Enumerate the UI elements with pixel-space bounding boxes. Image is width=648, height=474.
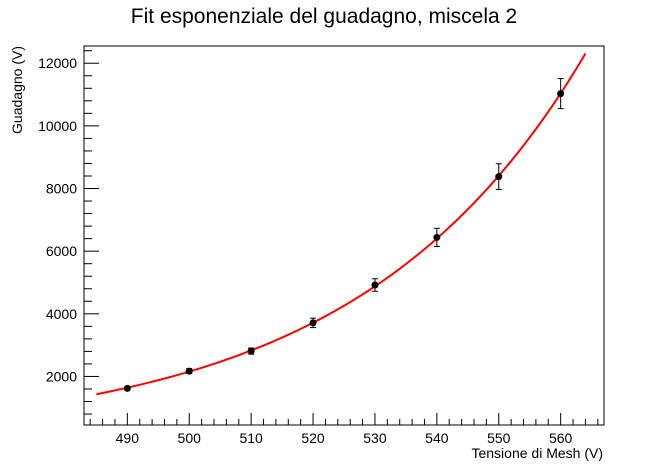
x-tick-label: 500 xyxy=(178,430,202,446)
x-tick-label: 560 xyxy=(549,430,573,446)
y-tick-label: 6000 xyxy=(46,243,77,259)
y-tick-label: 2000 xyxy=(46,368,77,384)
x-axis-label: Tensione di Mesh (V) xyxy=(471,445,603,461)
data-point xyxy=(123,384,131,392)
x-axis: 490 500 510 520 530 540 550 560 xyxy=(89,413,599,446)
y-tick-label: 8000 xyxy=(46,181,77,197)
plot-frame xyxy=(83,45,605,426)
y-tick-label: 10000 xyxy=(38,118,77,134)
fit-curve-layer xyxy=(96,53,587,396)
data-point xyxy=(371,278,379,292)
chart-title: Fit esponenziale del guadagno, miscela 2 xyxy=(131,5,517,28)
data-marker xyxy=(247,347,255,355)
data-marker xyxy=(123,384,131,392)
x-tick-label: 530 xyxy=(363,430,387,446)
data-marker xyxy=(185,367,193,375)
x-tick-label: 520 xyxy=(301,430,325,446)
data-point xyxy=(247,347,255,355)
data-marker xyxy=(309,319,317,327)
data-point xyxy=(557,78,565,110)
y-axis-label: Guadagno (V) xyxy=(9,46,25,134)
data-point xyxy=(433,227,441,247)
fit-curve xyxy=(96,53,587,396)
data-marker xyxy=(433,233,441,241)
y-tick-label: 12000 xyxy=(38,55,77,71)
data-marker xyxy=(557,90,565,98)
x-tick-label: 490 xyxy=(116,430,140,446)
data-point xyxy=(185,367,193,375)
y-tick-label: 4000 xyxy=(46,306,77,322)
data-marker xyxy=(371,281,379,289)
data-point xyxy=(309,317,317,329)
x-tick-label: 550 xyxy=(487,430,511,446)
data-points-layer xyxy=(123,78,565,392)
data-marker xyxy=(495,173,503,181)
x-tick-label: 510 xyxy=(239,430,263,446)
x-tick-label: 540 xyxy=(425,430,449,446)
data-point xyxy=(495,163,503,190)
y-axis: 2000 4000 6000 8000 10000 12000 xyxy=(38,50,99,415)
